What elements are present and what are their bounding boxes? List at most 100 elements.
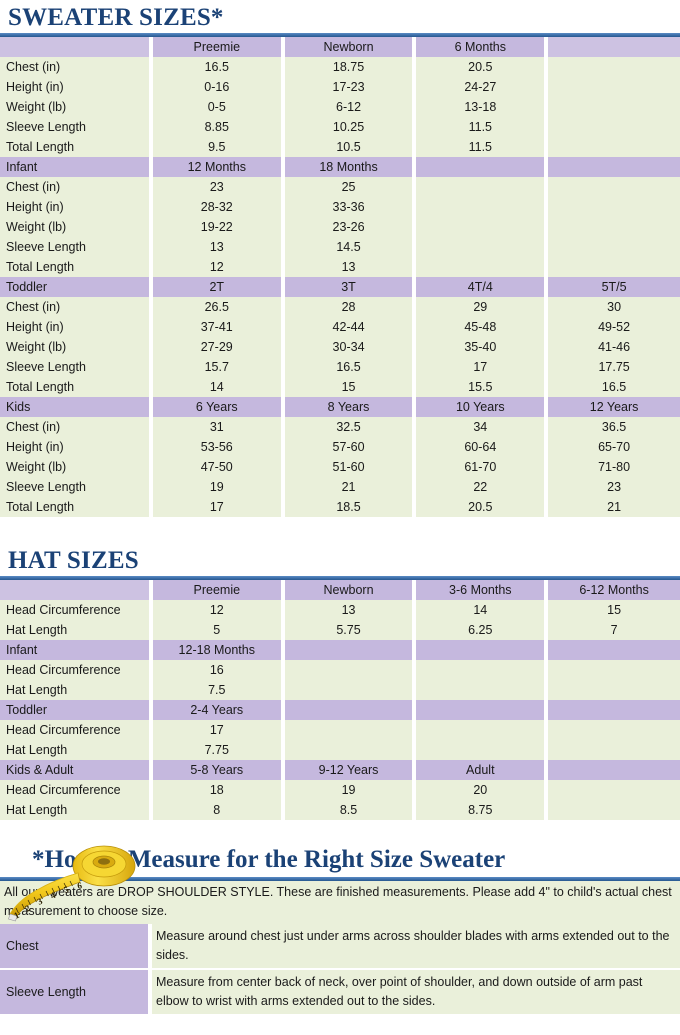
instruction-text: Measure from center back of neck, over p… [152, 969, 680, 1016]
measurement-cell: 14 [416, 600, 549, 620]
size-header-cell: Newborn [284, 37, 417, 57]
size-header-cell: 5T/5 [548, 277, 680, 297]
measurement-cell: 17 [152, 497, 285, 517]
measurement-cell: 19 [152, 477, 285, 497]
measurement-cell: 34 [416, 417, 549, 437]
measurement-cell: 15 [284, 377, 417, 397]
table-row: Sleeve Length 15.7 16.5 17 17.75 [0, 357, 680, 377]
sweater-sizes-title: SWEATER SIZES* [8, 4, 224, 31]
measurement-cell: 30-34 [284, 337, 417, 357]
table-row: Chest (in) 23 25 [0, 177, 680, 197]
size-header-cell [284, 640, 417, 660]
measurement-cell [548, 660, 680, 680]
measurement-cell: 45-48 [416, 317, 549, 337]
instruction-row: Chest Measure around chest just under arm… [0, 923, 680, 970]
measurement-cell: 65-70 [548, 437, 680, 457]
measurement-cell [548, 237, 680, 257]
group-header-row: Kids & Adult 5-8 Years 9-12 Years Adult [0, 760, 680, 780]
measurement-cell: 16.5 [548, 377, 680, 397]
size-header-cell: Preemie [152, 37, 285, 57]
row-label: Weight (lb) [0, 217, 153, 237]
measurement-cell [416, 177, 549, 197]
row-label: Head Circumference [0, 720, 153, 740]
table-row: Total Length 12 13 [0, 257, 680, 277]
row-label: Chest (in) [0, 297, 153, 317]
table-row: Height (in) 53-56 57-60 60-64 65-70 [0, 437, 680, 457]
table-row: Height (in) 0-16 17-23 24-27 [0, 77, 680, 97]
measurement-cell: 60-64 [416, 437, 549, 457]
measurement-cell: 13 [152, 237, 285, 257]
size-header-cell: 2T [152, 277, 285, 297]
size-header-cell [416, 157, 549, 177]
measurement-cell: 26.5 [152, 297, 285, 317]
measurement-cell: 20.5 [416, 57, 549, 77]
instruction-label: Sleeve Length [0, 969, 152, 1016]
table-row: Height (in) 37-41 42-44 45-48 49-52 [0, 317, 680, 337]
measurement-cell: 5 [152, 620, 285, 640]
measurement-cell: 49-52 [548, 317, 680, 337]
size-header-cell: 3-6 Months [416, 580, 549, 600]
measurement-cell [416, 197, 549, 217]
row-label: Total Length [0, 497, 153, 517]
table-row: Chest (in) 26.5 28 29 30 [0, 297, 680, 317]
measurement-cell [416, 680, 549, 700]
table-row: Weight (lb) 27-29 30-34 35-40 41-46 [0, 337, 680, 357]
size-header-cell: 4T/4 [416, 277, 549, 297]
measurement-cell [416, 740, 549, 760]
size-header-cell: 12 Months [152, 157, 285, 177]
measurement-cell: 15 [548, 600, 680, 620]
size-header-cell: Preemie [152, 580, 285, 600]
row-label: Height (in) [0, 197, 153, 217]
size-header-cell [416, 640, 549, 660]
measurement-cell: 10.25 [284, 117, 417, 137]
measurement-cell: 10.5 [284, 137, 417, 157]
table-row: Height (in) 28-32 33-36 [0, 197, 680, 217]
measurement-cell: 25 [284, 177, 417, 197]
measurement-cell: 15.5 [416, 377, 549, 397]
size-header-cell: 6-12 Months [548, 580, 680, 600]
size-header-cell: 12-18 Months [152, 640, 285, 660]
group-label: Toddler [0, 700, 153, 720]
table-row: Sleeve Length 19 21 22 23 [0, 477, 680, 497]
size-header-cell [416, 700, 549, 720]
section-spacer-2 [0, 820, 680, 846]
measurement-cell [416, 217, 549, 237]
measurement-cell [416, 720, 549, 740]
table-row: Total Length 9.5 10.5 11.5 [0, 137, 680, 157]
size-header-cell: 2-4 Years [152, 700, 285, 720]
measurement-cell: 12 [152, 257, 285, 277]
row-label: Weight (lb) [0, 97, 153, 117]
measurement-cell: 18.5 [284, 497, 417, 517]
measurement-cell: 11.5 [416, 117, 549, 137]
measurement-cell: 16 [152, 660, 285, 680]
measurement-cell: 36.5 [548, 417, 680, 437]
measurement-cell: 53-56 [152, 437, 285, 457]
table-row: Hat Length 7.5 [0, 680, 680, 700]
row-label: Chest (in) [0, 417, 153, 437]
hat-sizes-table: Preemie Newborn 3-6 Months 6-12 Months Head … [0, 580, 680, 820]
measurement-cell: 28 [284, 297, 417, 317]
group-header-row: Toddler 2-4 Years [0, 700, 680, 720]
measurement-cell: 18 [152, 780, 285, 800]
group-header-row: Infant 12-18 Months [0, 640, 680, 660]
measurement-cell: 32.5 [284, 417, 417, 437]
size-header-cell: 5-8 Years [152, 760, 285, 780]
measurement-cell: 8 [152, 800, 285, 820]
measurement-cell: 71-80 [548, 457, 680, 477]
measurement-cell: 57-60 [284, 437, 417, 457]
measurement-cell: 13-18 [416, 97, 549, 117]
measurement-cell: 16.5 [284, 357, 417, 377]
measurement-cell: 13 [284, 257, 417, 277]
measurement-cell: 37-41 [152, 317, 285, 337]
group-label: Kids [0, 397, 153, 417]
measurement-cell: 23 [548, 477, 680, 497]
hat-title-rule [0, 576, 680, 580]
table-row: Chest (in) 31 32.5 34 36.5 [0, 417, 680, 437]
measurement-cell: 13 [284, 600, 417, 620]
measurement-cell: 21 [548, 497, 680, 517]
measurement-cell [548, 720, 680, 740]
measurement-cell: 24-27 [416, 77, 549, 97]
measurement-cell [548, 740, 680, 760]
measurement-cell: 41-46 [548, 337, 680, 357]
